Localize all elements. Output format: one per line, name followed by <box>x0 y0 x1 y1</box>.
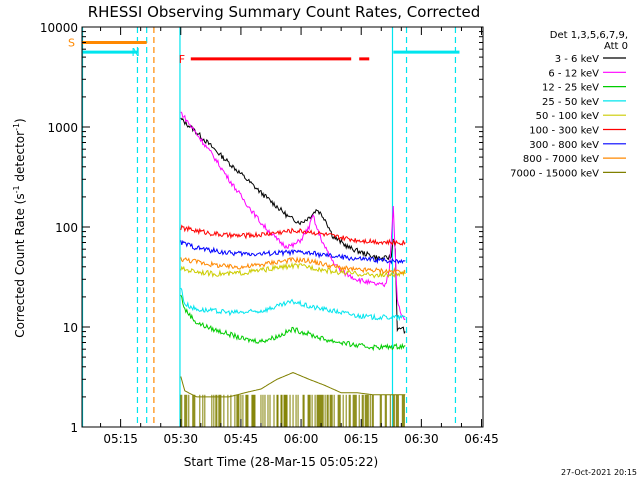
series-line-3 <box>180 287 406 322</box>
flag-label-S: S <box>68 36 75 49</box>
legend-header: Att 0 <box>604 41 628 52</box>
legend-entry: 100 - 300 keV <box>529 126 599 137</box>
legend-entry: 50 - 100 keV <box>536 111 600 122</box>
y-axis-label: Corrected Count Rate (s-1 detector-1) <box>12 118 27 338</box>
series-line-5 <box>180 224 406 247</box>
x-tick-label: 06:15 <box>344 432 379 446</box>
y-tick-label: 10000 <box>40 21 78 35</box>
plot-area: S N F <box>68 27 460 427</box>
series-line-4 <box>180 261 406 279</box>
axes: 05:15 05:30 05:45 06:00 06:15 06:30 06:45 1 10 10… <box>40 21 499 446</box>
legend-header: Det 1,3,5,6,7,9, <box>550 30 628 41</box>
y-tick-label: 1000 <box>47 121 78 135</box>
series-line-0 <box>180 117 406 335</box>
flag-label-F: F <box>179 53 185 66</box>
y-tick-label: 10 <box>63 321 78 335</box>
x-tick-label: 06:00 <box>284 432 319 446</box>
series-line-2 <box>180 294 406 352</box>
chart-title: RHESSI Observing Summary Count Rates, Co… <box>88 3 481 21</box>
x-tick-label: 05:15 <box>103 432 138 446</box>
x-tick-label: 05:30 <box>163 432 198 446</box>
legend-entry: 6 - 12 keV <box>548 68 599 79</box>
legend-entry: 3 - 6 keV <box>555 54 599 65</box>
legend-entry: 7000 - 15000 keV <box>510 168 599 179</box>
legend-entry: 25 - 50 keV <box>542 97 599 108</box>
series-line-1 <box>180 111 406 321</box>
x-tick-label: 05:45 <box>224 432 259 446</box>
legend-entry: 300 - 800 keV <box>529 140 599 151</box>
legend-entry: 12 - 25 keV <box>542 83 599 94</box>
flag-label-N: N <box>131 46 139 59</box>
y-tick-label: 1 <box>70 421 78 435</box>
y-tick-label: 100 <box>55 221 78 235</box>
footer-date: 27-Oct-2021 20:15 <box>561 468 637 477</box>
plot-frame <box>81 26 484 428</box>
x-tick-label: 06:45 <box>464 432 499 446</box>
series-line-8 <box>180 372 406 398</box>
legend: Det 1,3,5,6,7,9,Att 0 3 - 6 keV 6 - 12 keV… <box>510 30 628 179</box>
x-axis-label: Start Time (28-Mar-15 05:05:22) <box>184 455 378 469</box>
series-line-6 <box>180 240 406 265</box>
legend-entry: 800 - 7000 keV <box>523 154 599 165</box>
x-tick-label: 06:30 <box>404 432 439 446</box>
series-line-7 <box>180 256 406 275</box>
